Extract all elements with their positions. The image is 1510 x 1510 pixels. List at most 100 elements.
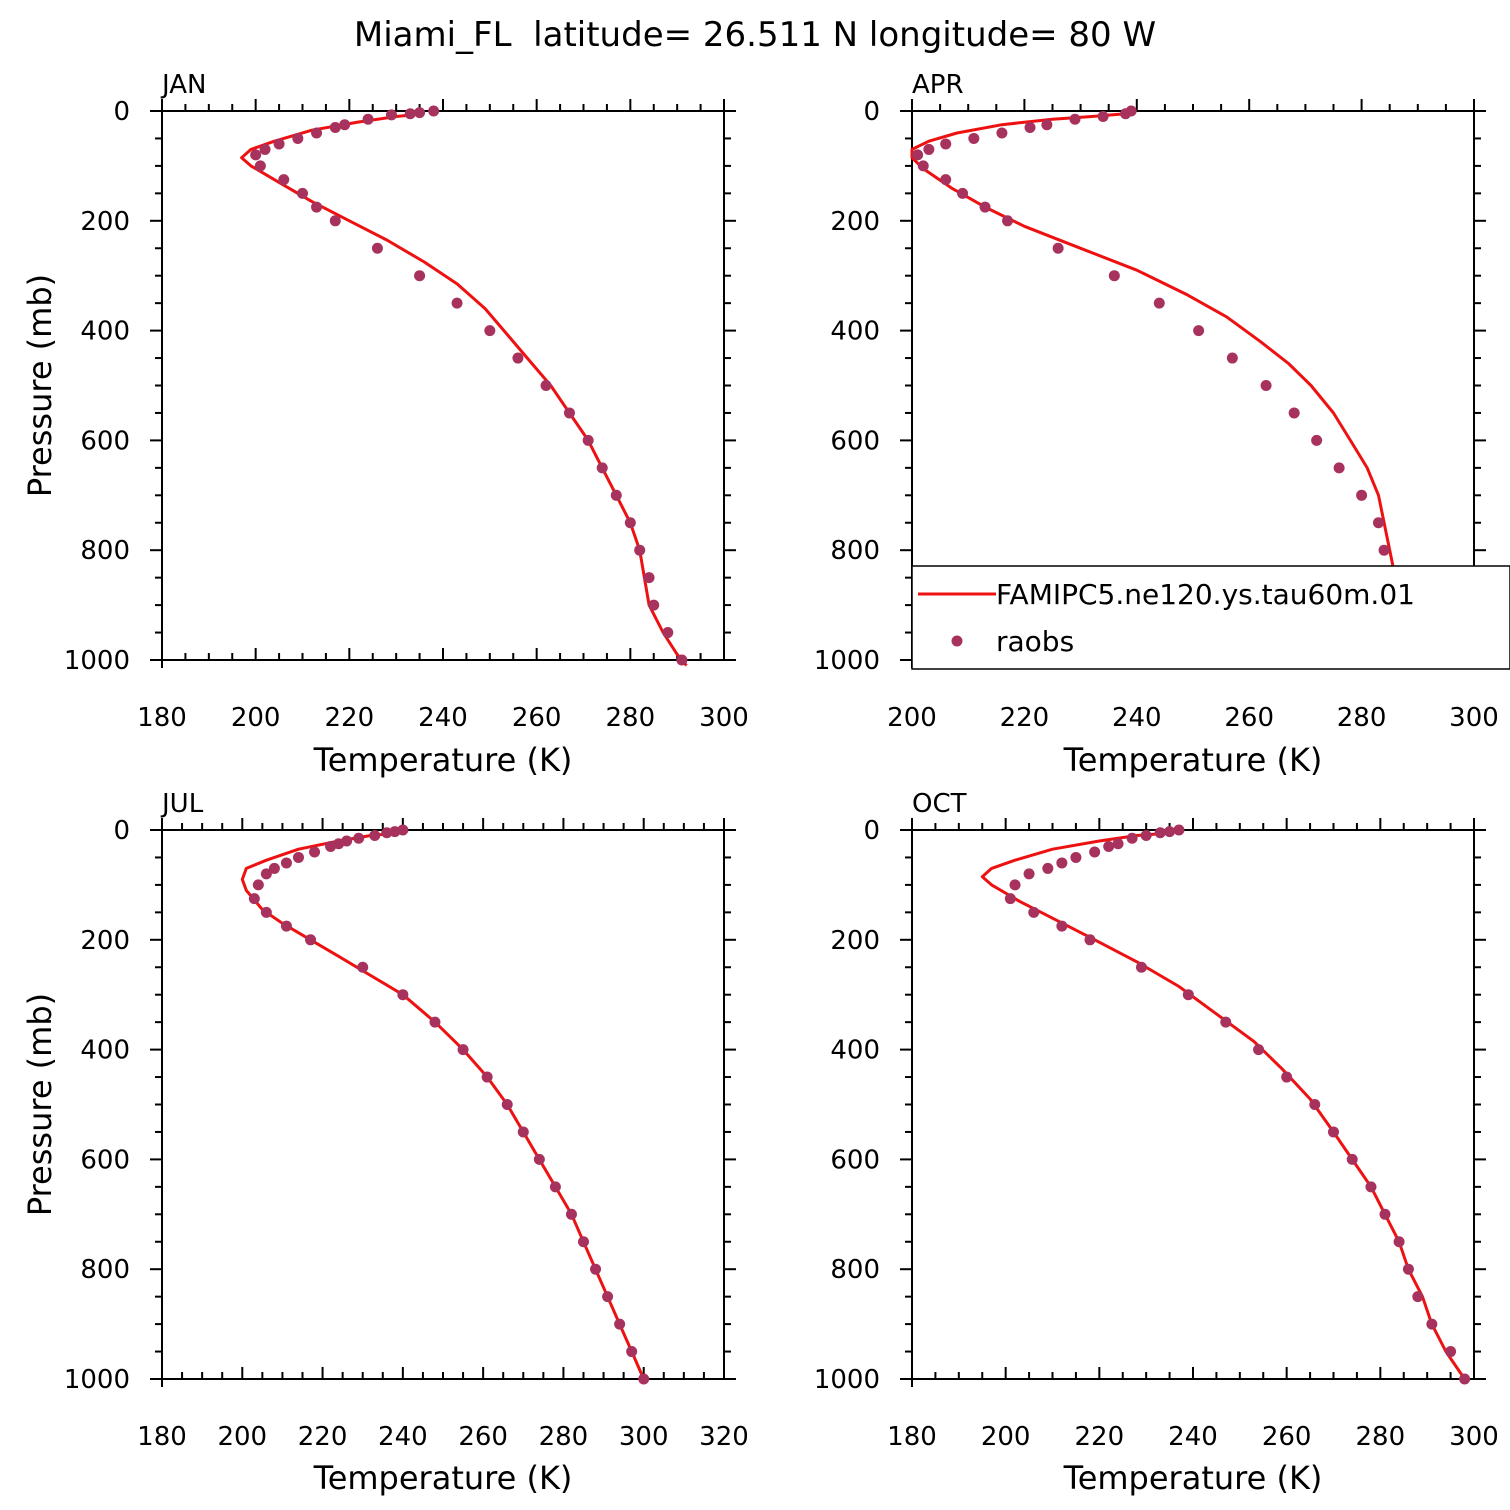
model-line — [240, 831, 646, 1380]
raobs-point — [662, 627, 674, 639]
raobs-point — [912, 149, 924, 161]
legend-model-label: FAMIPC5.ne120.ys.tau60m.01 — [996, 578, 1415, 611]
x-tick-label: 220 — [1075, 1422, 1125, 1452]
raobs-point — [638, 1373, 650, 1385]
raobs-point — [389, 826, 401, 838]
raobs-point — [1069, 113, 1081, 125]
raobs-point — [1023, 868, 1035, 880]
raobs-point — [259, 143, 271, 155]
raobs-point — [1445, 1346, 1457, 1358]
raobs-point — [260, 868, 272, 880]
raobs-point — [397, 989, 409, 1001]
raobs-point — [428, 105, 440, 117]
raobs-point — [309, 846, 321, 858]
raobs-point — [292, 132, 304, 144]
y-axis-label: Pressure (mb) — [21, 274, 59, 497]
raobs-point — [1041, 119, 1053, 131]
panel-label: JAN — [160, 70, 206, 100]
panels-group: JAN 180 200 220 240 260 280 300 0 200 400 600 800 100… — [21, 70, 1499, 1497]
raobs-point — [254, 160, 266, 172]
raobs-point — [1056, 920, 1068, 932]
x-axis-label: Temperature (K) — [1063, 741, 1323, 779]
raobs-point — [381, 827, 393, 839]
raobs-point — [414, 107, 426, 119]
raobs-point — [1412, 1291, 1424, 1303]
y-tick-label: 200 — [830, 926, 880, 956]
raobs-point — [565, 1208, 577, 1220]
y-tick-label: 800 — [80, 1255, 130, 1285]
raobs-point — [1459, 1373, 1471, 1385]
raobs-point — [590, 1263, 602, 1275]
legend-obs-swatch — [951, 635, 963, 647]
raobs-point — [996, 127, 1008, 139]
plot-frame — [161, 829, 725, 1380]
raobs-point — [626, 1346, 638, 1358]
x-tick-label: 180 — [887, 1422, 937, 1452]
raobs-point — [1153, 297, 1165, 309]
raobs-point — [1333, 462, 1345, 474]
raobs-point — [540, 380, 552, 391]
panel-label: JUL — [160, 789, 204, 819]
raobs-point — [648, 599, 660, 611]
raobs-point — [252, 879, 264, 891]
raobs-point — [512, 352, 524, 364]
panel-jul: JUL 180 200 220 240 260 280 300 320 0 200 400 600 800… — [21, 789, 749, 1497]
raobs-point — [1378, 544, 1390, 556]
raobs-point — [1103, 840, 1115, 852]
raobs-point — [268, 862, 280, 874]
raobs-point — [278, 174, 290, 186]
raobs-point — [1140, 829, 1152, 841]
model-line — [910, 112, 1448, 661]
x-tick-label: 300 — [1449, 1422, 1499, 1452]
raobs-point — [1356, 489, 1368, 501]
raobs-point — [1226, 352, 1238, 364]
raobs-point — [533, 1153, 545, 1165]
y-tick-label: 200 — [80, 207, 130, 237]
raobs-point — [1097, 110, 1109, 122]
raobs-point — [1164, 826, 1176, 838]
y-tick-label: 0 — [113, 816, 130, 846]
x-tick-label: 300 — [699, 703, 749, 733]
x-tick-label: 260 — [1262, 1422, 1312, 1452]
panel-apr: APR 200 220 240 260 280 300 0 200 400 600 800 1000 Te… — [814, 70, 1499, 779]
y-tick-label: 0 — [863, 816, 880, 846]
raobs-point — [1070, 851, 1082, 863]
raobs-point — [1311, 434, 1323, 446]
raobs-point — [280, 857, 292, 869]
x-tick-label: 200 — [231, 703, 281, 733]
x-tick-label: 260 — [1224, 703, 1274, 733]
raobs-point — [484, 325, 496, 337]
x-tick-label: 280 — [606, 703, 656, 733]
raobs-point — [1126, 832, 1138, 844]
raobs-point — [1346, 1153, 1358, 1165]
raobs-point — [610, 489, 622, 501]
raobs-point — [602, 1291, 614, 1303]
panel-label: APR — [912, 70, 964, 100]
raobs-point — [1379, 1208, 1391, 1220]
raobs-point — [260, 906, 272, 918]
raobs-point — [1112, 838, 1124, 850]
y-tick-label: 800 — [80, 536, 130, 566]
x-tick-label: 200 — [217, 1422, 267, 1452]
raobs-point — [429, 1016, 441, 1028]
raobs-point — [582, 434, 594, 446]
raobs-point — [1288, 407, 1300, 419]
figure-title: Miami_FL latitude= 26.511 N longitude= 8… — [354, 15, 1156, 55]
raobs-point — [1084, 934, 1096, 946]
raobs-point — [311, 127, 323, 139]
x-tick-label: 280 — [539, 1422, 589, 1452]
y-tick-label: 400 — [80, 317, 130, 347]
raobs-point — [369, 829, 381, 841]
raobs-point — [305, 934, 317, 946]
raobs-point — [339, 119, 351, 131]
raobs-point — [481, 1071, 493, 1083]
raobs-point — [1009, 879, 1021, 891]
x-tick-label: 200 — [887, 703, 937, 733]
x-axis-label: Temperature (K) — [1063, 1459, 1323, 1497]
raobs-point — [596, 462, 608, 474]
x-tick-label: 260 — [458, 1422, 508, 1452]
raobs-point — [1260, 380, 1272, 391]
x-tick-label: 180 — [137, 1422, 187, 1452]
y-tick-label: 200 — [830, 207, 880, 237]
raobs-point — [676, 654, 688, 666]
